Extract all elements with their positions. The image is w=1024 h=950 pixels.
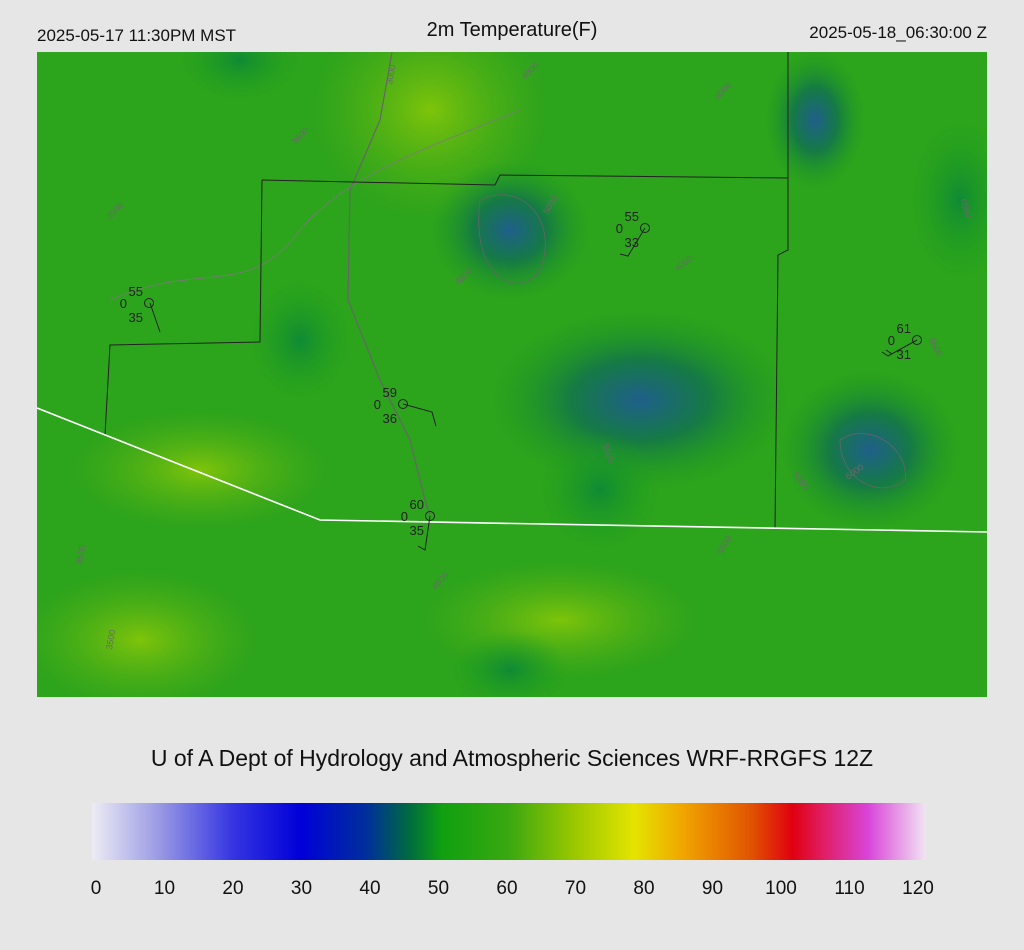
station-dewpoint: 35 [129,310,143,325]
station-precip: 0 [374,397,381,412]
wind-barb [149,302,161,333]
map-title: 2m Temperature(F) [427,19,598,41]
valid-time-utc: 2025-05-18_06:30:00 Z [809,23,987,42]
colorbar-tick-label: 0 [91,878,102,899]
station-precip: 0 [888,333,895,348]
station-precip: 0 [401,509,408,524]
station-temperature: 55 [129,284,143,299]
colorbar-tick-label: 70 [565,878,586,899]
contour-label: 3000 [384,64,397,85]
footer-credit: U of A Dept of Hydrology and Atmospheric… [151,745,873,771]
station-temperature: 61 [897,321,911,336]
station-temperature: 55 [625,209,639,224]
station-dewpoint: 31 [897,347,911,362]
valid-time-local: 2025-05-17 11:30PM MST [37,26,236,45]
colorbar-tick-label: 90 [702,878,723,899]
colorbar-tick-label: 110 [834,878,864,899]
colorbar-tick-label: 30 [291,878,312,899]
station-dewpoint: 35 [410,523,424,538]
colorbar-tick-label: 20 [222,878,243,899]
colorbar-tick-label: 60 [496,878,517,899]
contour-label: 3500 [104,629,117,650]
station-temperature: 59 [383,385,397,400]
station-temperature: 60 [410,497,424,512]
wind-barb [417,515,431,551]
colorbar-tick-label: 40 [359,878,380,899]
colorbar-tick-label: 10 [154,878,175,899]
colorbar-tick-label: 100 [765,878,797,899]
wind-barb [402,403,437,427]
colorbar-tick-label: 50 [428,878,449,899]
colorbar [92,803,926,860]
wind-barb [619,227,646,257]
wind-barb [881,339,918,357]
map [37,52,987,697]
station-marker [640,223,650,233]
station-precip: 0 [120,296,127,311]
station-marker [425,511,435,521]
station-marker [912,335,922,345]
contour-label: 3500 [74,544,87,565]
station-dewpoint: 33 [625,235,639,250]
station-marker [398,399,408,409]
colorbar-tick-label: 120 [902,878,934,899]
station-dewpoint: 36 [383,411,397,426]
colorbar-tick-label: 80 [633,878,654,899]
station-precip: 0 [616,221,623,236]
station-marker [144,298,154,308]
